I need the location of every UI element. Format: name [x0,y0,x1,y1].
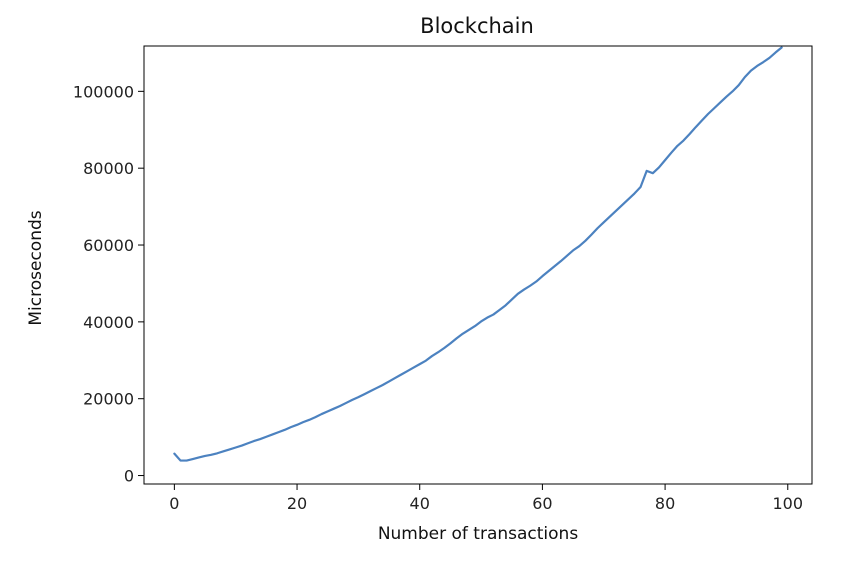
x-tick-label: 20 [287,494,307,513]
y-tick-label: 60000 [83,236,134,255]
y-tick-label: 100000 [73,82,134,101]
x-axis-ticks: 0 20 40 60 80 100 [169,484,803,513]
x-tick-label: 60 [532,494,552,513]
y-tick-label: 0 [124,467,134,486]
y-tick-label: 20000 [83,390,134,409]
y-tick-label: 40000 [83,313,134,332]
x-axis-label: Number of transactions [378,524,579,544]
y-axis-ticks: 0 20000 40000 60000 80000 100000 [73,82,144,486]
plot-frame [143,45,813,485]
x-tick-label: 80 [655,494,675,513]
y-tick-label: 80000 [83,159,134,178]
y-axis-label: Microseconds [26,210,46,325]
chart-title: Blockchain [420,14,534,38]
x-tick-label: 100 [772,494,803,513]
x-tick-label: 40 [410,494,430,513]
x-tick-label: 0 [169,494,179,513]
series-line [173,46,783,462]
